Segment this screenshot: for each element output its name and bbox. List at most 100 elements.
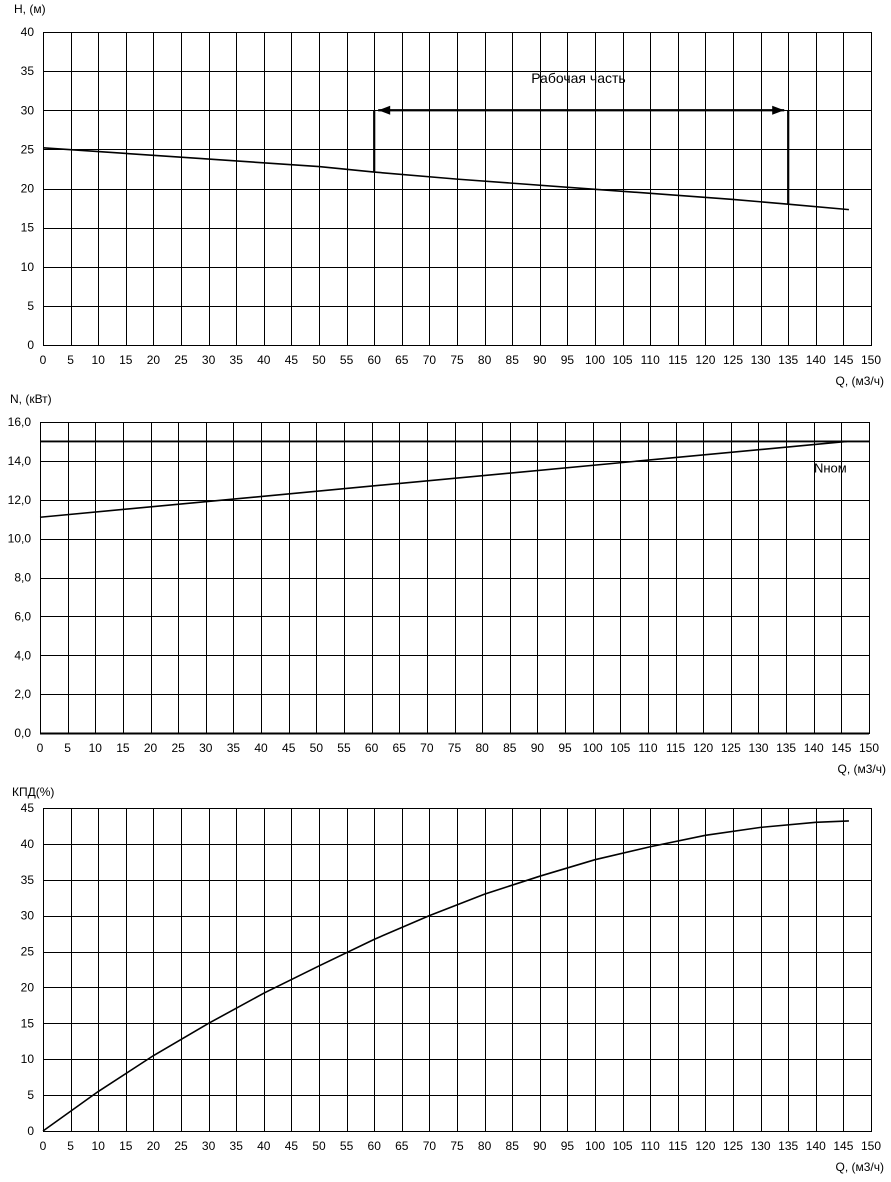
x-tick-label: 150 (861, 353, 881, 367)
y-tick-label: 0 (27, 338, 34, 352)
y-tick-label: 5 (27, 299, 34, 313)
y-tick-label: 5 (27, 1088, 34, 1102)
x-tick-label: 70 (423, 353, 437, 367)
x-tick-label: 100 (585, 353, 605, 367)
x-tick-label: 115 (668, 353, 687, 367)
x-tick-label: 0 (40, 1139, 47, 1153)
x-tick-label: 115 (668, 1139, 687, 1153)
x-tick-label: 40 (257, 353, 271, 367)
y-tick-label: 40 (21, 25, 35, 39)
x-axis-label: Q, (м3/ч) (837, 762, 886, 776)
x-tick-label: 125 (721, 741, 741, 755)
x-tick-label: 55 (340, 1139, 354, 1153)
y-tick-label: 10,0 (8, 532, 32, 546)
y-tick-label: 30 (21, 909, 35, 923)
x-tick-label: 75 (450, 353, 464, 367)
x-tick-label: 130 (748, 741, 768, 755)
x-tick-label: 105 (613, 1139, 633, 1153)
y-tick-label: 35 (21, 873, 35, 887)
x-tick-label: 95 (561, 1139, 575, 1153)
x-tick-label: 25 (174, 353, 188, 367)
x-tick-label: 95 (558, 741, 572, 755)
x-tick-label: 120 (693, 741, 713, 755)
x-tick-label: 120 (695, 353, 715, 367)
grid (40, 422, 870, 734)
x-tick-label: 35 (230, 1139, 244, 1153)
x-tick-label: 110 (641, 353, 660, 367)
x-tick-label: 0 (37, 741, 44, 755)
x-tick-label: 100 (585, 1139, 605, 1153)
x-tick-label: 60 (365, 741, 379, 755)
x-tick-label: 30 (202, 353, 216, 367)
x-tick-label: 65 (395, 353, 409, 367)
y-tick-label: 25 (21, 142, 35, 156)
x-tick-label: 25 (171, 741, 185, 755)
x-tick-label: 135 (778, 1139, 798, 1153)
x-tick-label: 80 (478, 353, 492, 367)
chart-2: 0 5 10 15 20 25 30 35 40 45 50 55 60 65 70 75 80 85 90 95 10… (8, 392, 886, 776)
x-tick-label: 5 (67, 353, 74, 367)
y-tick-label: 8,0 (14, 571, 31, 585)
x-tick-label: 20 (147, 353, 161, 367)
x-tick-label: 65 (395, 1139, 409, 1153)
plot-frame (43, 32, 872, 346)
y-tick-label: 20 (21, 980, 35, 994)
x-tick-label: 10 (92, 353, 106, 367)
x-tick-label: 25 (174, 1139, 188, 1153)
x-tick-label: 90 (531, 741, 545, 755)
x-tick-label: 55 (340, 353, 354, 367)
x-axis-label: Q, (м3/ч) (835, 1160, 884, 1174)
x-tick-label: 15 (116, 741, 130, 755)
x-tick-label: 20 (147, 1139, 161, 1153)
y-tick-label: 2,0 (14, 687, 31, 701)
y-tick-label: 16,0 (8, 415, 32, 429)
x-tick-label: 115 (666, 741, 685, 755)
x-tick-label: 5 (64, 741, 71, 755)
y-tick-label: 15 (21, 1016, 35, 1030)
y-axis-label: КПД(%) (12, 785, 54, 799)
x-tick-label: 90 (533, 353, 547, 367)
y-axis-label: N, (кВт) (10, 392, 52, 406)
y-tick-label: 4,0 (14, 648, 31, 662)
x-tick-label: 120 (695, 1139, 715, 1153)
x-tick-label: 75 (448, 741, 462, 755)
series-line (42, 147, 849, 211)
x-tick-label: 45 (285, 353, 299, 367)
annotation-label: Nном (814, 461, 847, 476)
x-tick-label: 85 (503, 741, 517, 755)
grid (43, 808, 872, 1132)
x-tick-label: 130 (751, 353, 771, 367)
x-tick-label: 45 (285, 1139, 299, 1153)
x-tick-label: 35 (227, 741, 241, 755)
y-tick-label: 35 (21, 64, 35, 78)
x-tick-label: 10 (92, 1139, 106, 1153)
y-tick-label: 25 (21, 945, 35, 959)
x-tick-label: 135 (778, 353, 798, 367)
y-tick-label: 10 (21, 260, 35, 274)
x-tick-label: 5 (67, 1139, 74, 1153)
y-tick-label: 12,0 (8, 493, 32, 507)
x-tick-label: 40 (257, 1139, 271, 1153)
x-tick-label: 105 (613, 353, 633, 367)
x-tick-label: 125 (723, 1139, 743, 1153)
y-tick-label: 40 (21, 837, 35, 851)
arrow-head-left (378, 105, 391, 115)
chart-3: 0 5 10 15 20 25 30 35 40 45 50 55 60 65 70 75 80 85 90 95 10… (12, 785, 884, 1174)
y-axis-label: H, (м) (14, 2, 46, 16)
x-tick-label: 80 (475, 741, 489, 755)
arrow-head-right (772, 105, 785, 115)
x-tick-label: 0 (40, 353, 47, 367)
y-tick-label: 0 (27, 1124, 34, 1138)
x-tick-label: 50 (312, 353, 326, 367)
y-tick-label: 10 (21, 1052, 35, 1066)
series-line (39, 440, 847, 519)
x-tick-label: 45 (282, 741, 296, 755)
x-tick-label: 50 (310, 741, 324, 755)
y-tick-label: 14,0 (8, 454, 32, 468)
x-tick-label: 90 (533, 1139, 547, 1153)
x-tick-label: 30 (199, 741, 213, 755)
x-tick-label: 140 (804, 741, 824, 755)
x-tick-label: 140 (806, 1139, 826, 1153)
x-tick-label: 35 (230, 353, 244, 367)
